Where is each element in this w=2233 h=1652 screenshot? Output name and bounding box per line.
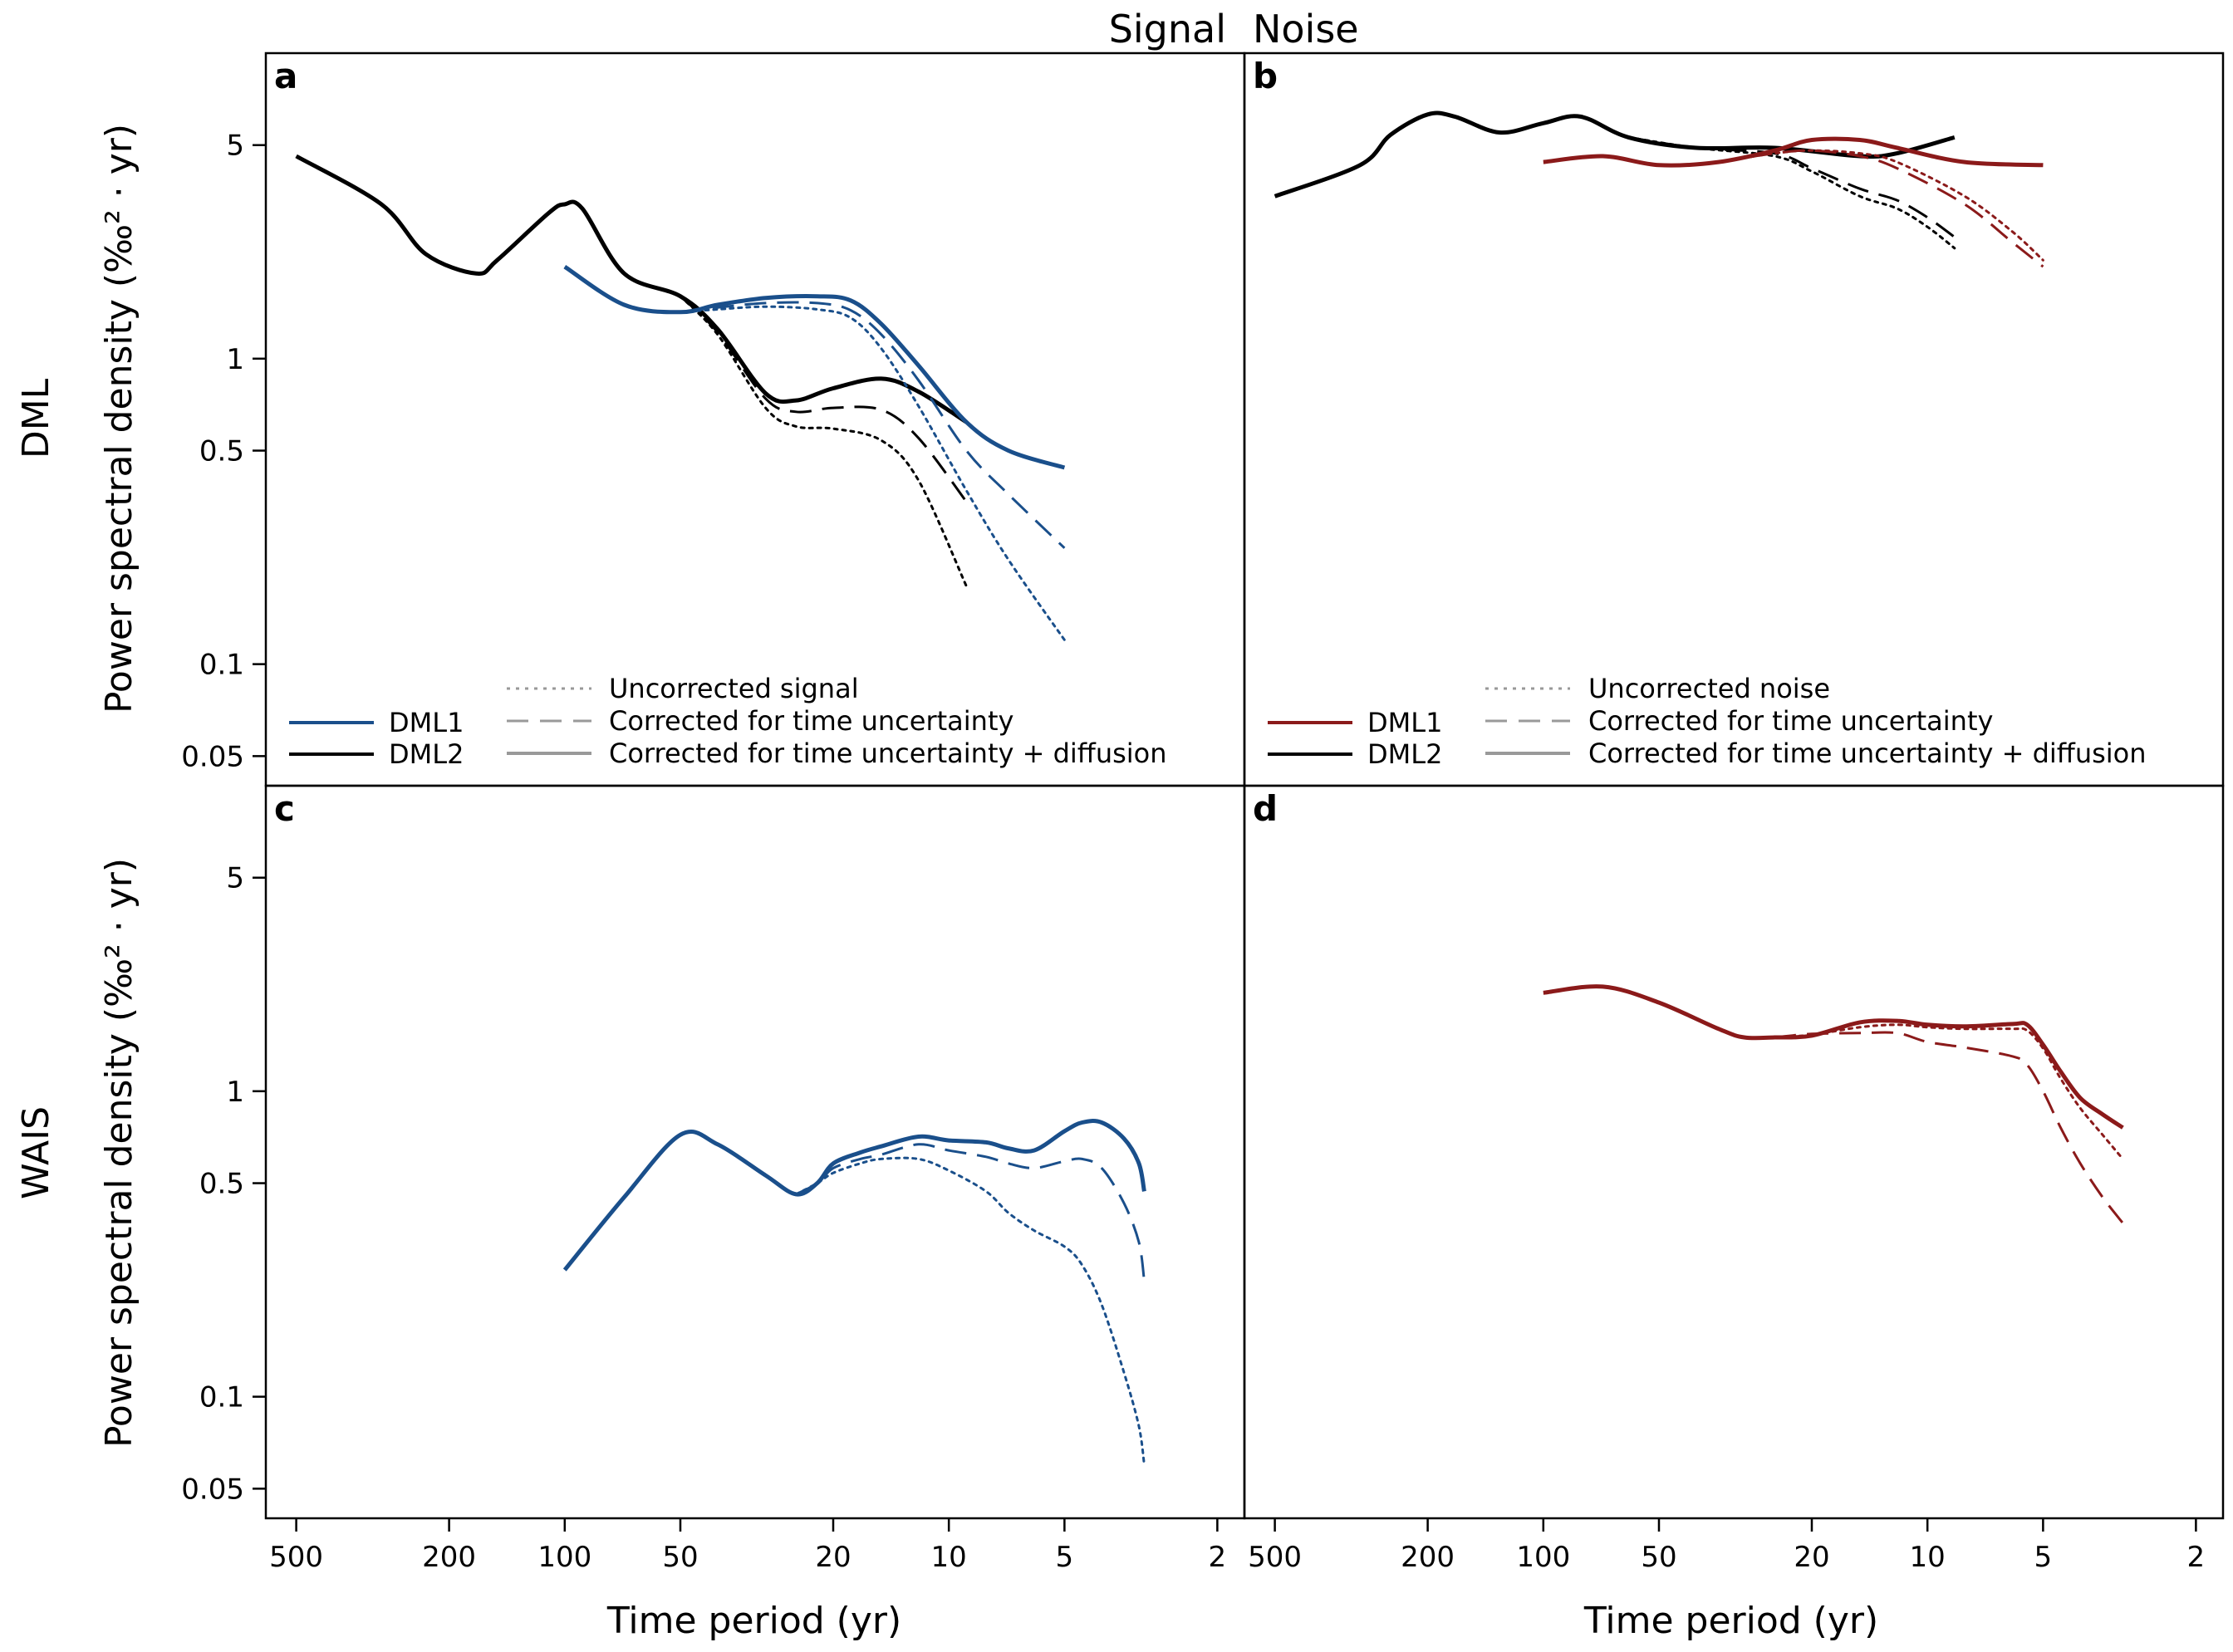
y-axis-label-bottom: Power spectral density (‰² · yr) (98, 858, 140, 1448)
legend-label-dml2: DML2 (389, 738, 464, 770)
series-line-dml1-dashed (1718, 149, 2044, 268)
panel-letter: b (1253, 56, 1278, 96)
x-tick-label: 200 (1401, 1541, 1455, 1574)
legend-label-time-uncertainty-noise: Corrected for time uncertainty (1588, 705, 1993, 737)
series-line-wais-dotted (794, 1156, 1146, 1466)
x-tick-label: 100 (1516, 1541, 1570, 1574)
y-tick-label: 0.05 (181, 740, 244, 773)
x-axis-label-left: Time period (yr) (606, 1600, 901, 1642)
panel-letter: d (1253, 788, 1278, 829)
series-line-dml1-solid (1543, 136, 2044, 168)
y-tick-label: 1 (226, 343, 244, 376)
legend-label-dml2-noise: DML2 (1367, 738, 1442, 770)
legend-label-uncorrected-noise: Uncorrected noise (1588, 673, 1830, 704)
legend-label-dml1: DML1 (389, 707, 464, 738)
noise-header: Noise (1253, 7, 1359, 51)
legend-panel-b: DML1 DML2 Uncorrected noise Corrected fo… (1268, 673, 2147, 770)
x-tick-label: 100 (537, 1541, 591, 1574)
series-line-dml2-dotted (679, 295, 968, 588)
series-line-dml2-dashed (679, 295, 968, 502)
series-line-wais-solid (1543, 984, 2124, 1130)
row-label-wais: WAIS (15, 1106, 57, 1199)
x-tick-label: 2 (2187, 1541, 2206, 1574)
signal-header: Signal (1109, 7, 1226, 51)
x-tick-label: 5 (1056, 1541, 1074, 1574)
x-tick-label: 20 (815, 1541, 851, 1574)
y-tick-label: 0.05 (181, 1473, 244, 1506)
series-line-dml1-solid (563, 265, 1066, 470)
series-line-dml2-dotted (1627, 135, 1956, 250)
legend-panel-a: DML1 DML2 Uncorrected signal Corrected f… (289, 673, 1167, 770)
y-tick-label: 5 (226, 862, 244, 895)
legend-label-time-uncertainty: Corrected for time uncertainty (609, 705, 1013, 737)
panel-b: b (1243, 51, 2225, 787)
x-tick-label: 500 (269, 1541, 323, 1574)
series-line-wais-solid (562, 1119, 1146, 1272)
legend-label-dml1-noise: DML1 (1367, 707, 1442, 738)
panel-letter: c (274, 788, 295, 829)
y-tick-label: 0.1 (199, 649, 244, 682)
series-line-wais-dotted (1773, 1023, 2124, 1160)
series-line-dml1-dashed (680, 301, 1066, 549)
y-axis-label-top: Power spectral density (‰² · yr) (98, 124, 140, 713)
y-tick-label: 5 (226, 130, 244, 163)
x-tick-label: 50 (662, 1541, 698, 1574)
legend-label-uncorrected-signal: Uncorrected signal (609, 673, 859, 704)
legend-label-time-uncertainty-diffusion-noise: Corrected for time uncertainty + diffusi… (1588, 738, 2147, 769)
x-axis-label-right: Time period (yr) (1583, 1600, 1878, 1642)
x-tick-label: 20 (1794, 1541, 1829, 1574)
x-tick-label: 500 (1248, 1541, 1302, 1574)
x-tick-label: 5 (2034, 1541, 2053, 1574)
series-line-dml1-dotted (1717, 149, 2044, 262)
x-tick-label: 10 (1910, 1541, 1946, 1574)
series-line-wais-dashed (1774, 1031, 2124, 1224)
panel-c: c 0.05 0.1 0.5 1 5 500 200 100 50 20 10 5 2 (181, 784, 1246, 1574)
y-tick-label: 1 (226, 1076, 244, 1109)
series-line-wais-dashed (795, 1143, 1146, 1282)
series-line-dml1-dotted (679, 305, 1066, 641)
y-tick-label: 0.5 (199, 435, 244, 468)
x-tick-label: 2 (1209, 1541, 1227, 1574)
panel-letter: a (274, 56, 297, 96)
row-label-dml: DML (15, 378, 57, 458)
panel-frame (1243, 784, 2225, 1520)
x-tick-label: 50 (1641, 1541, 1676, 1574)
panel-frame (264, 784, 1246, 1520)
y-tick-label: 0.1 (199, 1381, 244, 1414)
x-tick-label: 200 (422, 1541, 476, 1574)
panel-d: d 500 200 100 50 20 10 5 2 (1243, 784, 2225, 1574)
x-tick-label: 10 (931, 1541, 967, 1574)
series-line-dml2-solid (295, 154, 968, 424)
legend-label-time-uncertainty-diffusion: Corrected for time uncertainty + diffusi… (609, 738, 1167, 769)
y-tick-label: 0.5 (199, 1168, 244, 1201)
